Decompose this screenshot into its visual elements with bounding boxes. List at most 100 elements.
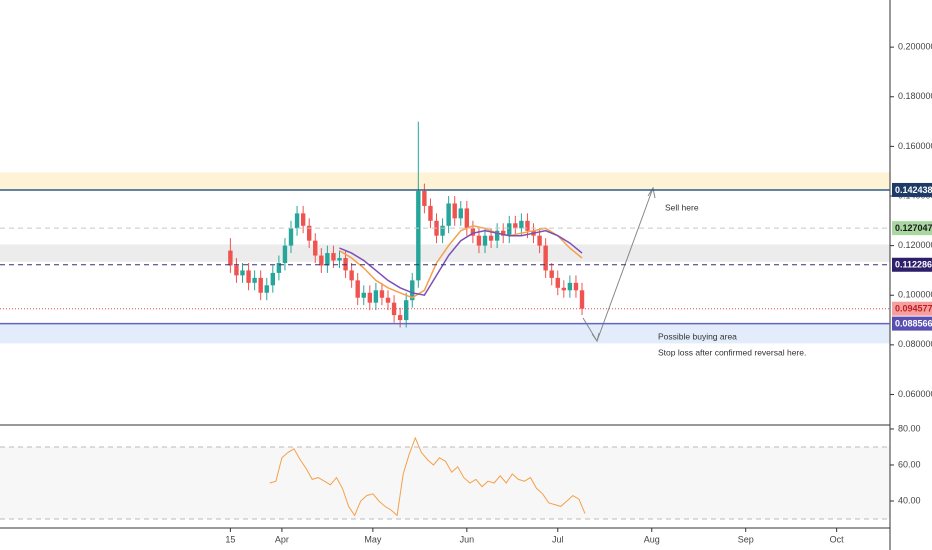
y-tick-label: 0.100000: [898, 290, 932, 300]
level-label: 0.127047: [895, 223, 932, 233]
annotation: Possible buying area: [658, 331, 737, 341]
candle-body: [313, 240, 318, 256]
candle-body: [234, 265, 239, 276]
level-label: 0.142438: [895, 185, 932, 195]
x-tick-label: Apr: [275, 534, 289, 544]
candle-body: [428, 205, 433, 221]
x-tick-label: Sep: [738, 534, 754, 544]
x-tick-label: Jul: [552, 534, 564, 544]
candle-body: [525, 220, 530, 231]
moving-average: [339, 229, 583, 297]
arrow-head: [647, 186, 656, 199]
candle-body: [355, 280, 360, 298]
y-tick-label: 0.120000: [898, 240, 932, 250]
zone: [0, 244, 890, 262]
candle-body: [440, 225, 445, 236]
annotation: Sell here: [665, 202, 699, 212]
candle-body: [452, 203, 457, 219]
candle-body: [282, 245, 288, 263]
annotation: Stop loss after confirmed reversal here.: [658, 347, 806, 357]
level-label-box: [892, 182, 932, 197]
candle-body: [410, 280, 415, 301]
candle-body: [519, 220, 524, 229]
level-label-box: [892, 257, 932, 272]
candle-body: [501, 230, 506, 236]
candle-body: [403, 300, 409, 321]
x-tick-label: Aug: [644, 534, 660, 544]
level-label-box: [892, 221, 932, 236]
candle-body: [325, 253, 330, 266]
candle-body: [288, 228, 294, 246]
zones: [0, 172, 890, 519]
candle-body: [306, 225, 312, 241]
level-label: 0.088566: [895, 318, 932, 328]
candle-body: [270, 272, 276, 286]
y-tick-label: 0.180000: [898, 91, 932, 101]
candle-body: [337, 258, 342, 261]
candle-body: [397, 315, 403, 321]
zone: [0, 323, 890, 344]
level-label: 0.094577: [895, 304, 932, 314]
x-tick-label: May: [364, 534, 382, 544]
candle-body: [228, 250, 233, 266]
y-tick-label: 0.060000: [898, 389, 932, 399]
candle-body: [367, 292, 373, 303]
candle-body: [349, 270, 354, 281]
candle-body: [507, 223, 512, 236]
y-tick-label: 0.200000: [898, 42, 932, 52]
x-tick-label: Oct: [830, 534, 845, 544]
candle-body: [294, 213, 300, 229]
candle-body: [494, 230, 500, 241]
candle-body: [567, 282, 573, 291]
candle-body: [561, 287, 567, 291]
x-tick-label: Jun: [460, 534, 475, 544]
candle-body: [488, 235, 494, 241]
candle-body: [422, 191, 427, 206]
y-tick-label: 0.080000: [898, 339, 932, 349]
candle-body: [482, 235, 488, 246]
candle-body: [446, 203, 451, 226]
candle-body: [470, 228, 476, 236]
candle-body: [458, 208, 463, 219]
candle-body: [513, 223, 518, 229]
y-tick-label: 60.00: [898, 459, 921, 469]
zone: [0, 172, 890, 190]
arrow-head: [591, 332, 600, 343]
candle-body: [331, 253, 336, 261]
rsi-line: [269, 436, 586, 517]
x-tick-label: 15: [225, 534, 235, 544]
candle-body: [246, 270, 251, 283]
candle-body: [464, 208, 470, 229]
candle-body: [555, 277, 560, 288]
rsi-band: [0, 446, 890, 519]
y-tick-label: 0.160000: [898, 141, 932, 151]
level-label-box: [892, 316, 932, 331]
candle-body: [276, 262, 282, 273]
candle-body: [573, 282, 579, 291]
candle-body: [264, 285, 269, 293]
plot: [228, 121, 586, 517]
candle-body: [252, 277, 257, 283]
candle-body: [379, 290, 385, 298]
candle-body: [537, 235, 542, 246]
candle-body: [543, 245, 548, 271]
y-tick-label: 40.00: [898, 495, 921, 505]
level-label-box: [892, 301, 932, 316]
level-label: 0.112286: [895, 260, 932, 270]
candle-body: [579, 290, 585, 309]
candle-body: [549, 270, 554, 278]
candle-body: [240, 270, 245, 276]
candle-body: [373, 290, 379, 303]
candle-body: [416, 191, 421, 281]
y-tick-label: 80.00: [898, 423, 921, 433]
moving-average: [339, 225, 583, 299]
candle-body: [300, 213, 306, 226]
candle-body: [319, 255, 324, 266]
candle-body: [343, 258, 348, 271]
candle-body: [361, 292, 366, 298]
candle-body: [385, 297, 391, 303]
candle-body: [391, 302, 397, 316]
candle-body: [258, 277, 263, 293]
candle-body: [476, 235, 482, 246]
